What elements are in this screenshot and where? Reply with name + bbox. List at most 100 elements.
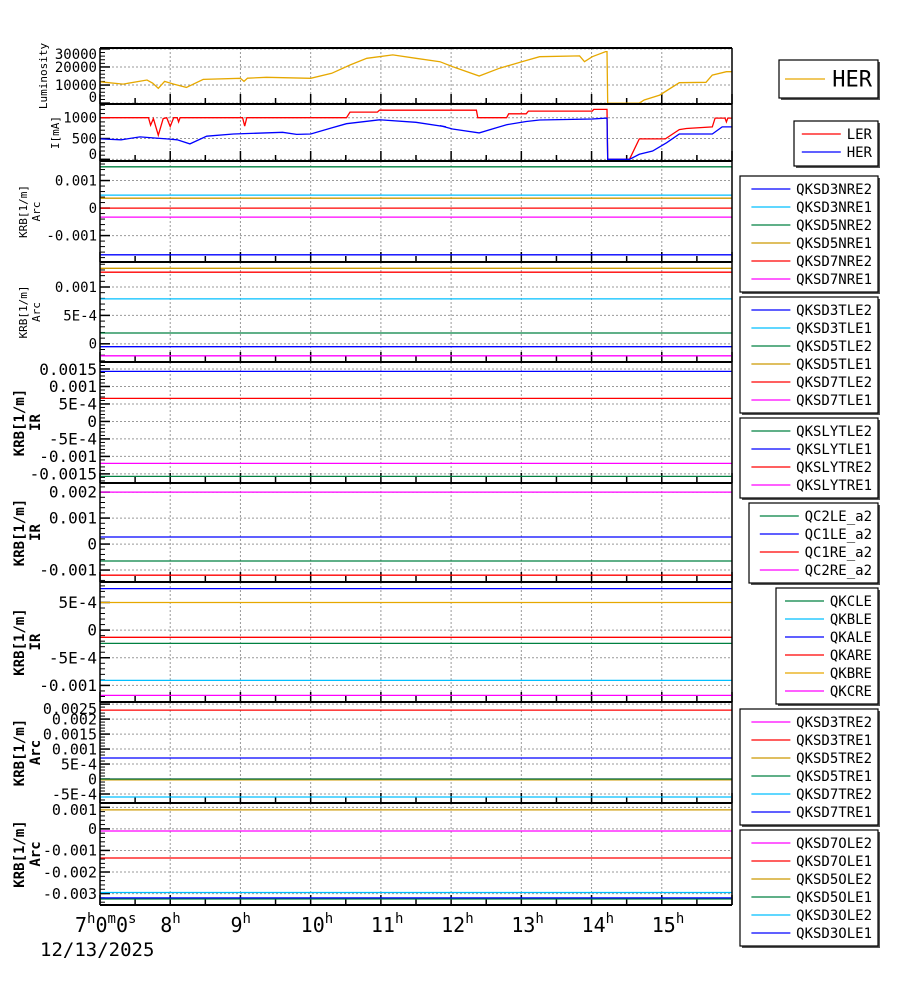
legend-box — [775, 587, 879, 705]
legend-label: QKCLE — [830, 594, 872, 610]
x-tick-number: 0 — [95, 913, 107, 937]
legend-label: QC2LE_a2 — [805, 509, 872, 525]
y-tick-label: 0 — [87, 535, 97, 554]
x-tick-number: 7 — [75, 913, 87, 937]
x-tick-superscript: m — [108, 911, 116, 927]
y-tick-label: 0.002 — [52, 710, 97, 728]
legend-label: QKSLYTRE1 — [796, 478, 872, 494]
legend-label: QC1RE_a2 — [805, 545, 872, 561]
series-line-her — [99, 117, 732, 160]
legend-box — [739, 296, 879, 414]
panel-6: -0.001 0 0.001 0.002 KRB[1/m] IR — [12, 482, 733, 583]
x-tick-number: 9 — [230, 913, 242, 937]
legend-label: QKSD3OLE1 — [796, 926, 872, 942]
x-tick-label: 9h — [230, 911, 250, 937]
y-tick-label: -5E-4 — [49, 648, 97, 667]
series-line-her — [99, 50, 732, 104]
y-tick-label: 0 — [88, 820, 97, 838]
y-tick-label: -5E-4 — [49, 430, 97, 449]
y-tick-label: 5E-4 — [58, 593, 97, 612]
legend-label: QKSD7TLE2 — [796, 375, 872, 391]
legend-label: LER — [847, 127, 873, 143]
legend-box — [793, 120, 879, 167]
x-tick-number: 15 — [652, 913, 676, 937]
x-tick-number: 0 — [116, 913, 128, 937]
legend-6: QC2LE_a2 QC1LE_a2 QC1RE_a2 QC2RE_a2 — [748, 502, 880, 585]
panel-3: -0.001 0 0.001 KRB[1/m] Arc — [17, 160, 733, 263]
legend-label: QKSD5OLE2 — [796, 872, 872, 888]
y-axis-label: Arc — [30, 202, 43, 222]
y-tick-label: 0 — [87, 412, 97, 431]
legend-label: QC1LE_a2 — [805, 527, 872, 543]
panel-9: -0.003 -0.002 -0.001 00.001 KRB[1/m] Arc — [12, 801, 733, 906]
legend-label: QKSD7OLE1 — [796, 854, 872, 870]
y-axis-label: KRB[1/m] — [12, 719, 28, 786]
panel-4: 0 5E-4 0.001 KRB[1/m] Arc — [17, 261, 733, 363]
y-tick-label: 0.0015 — [43, 725, 97, 743]
legend-label: QKSD7TRE1 — [796, 805, 872, 821]
legend-label: QKBLE — [830, 612, 872, 628]
legend-label: QKARE — [830, 648, 872, 664]
y-tick-label: 0.001 — [52, 740, 97, 758]
legend-label: QKSD5TLE1 — [796, 357, 872, 373]
legend-5: QKSLYTLE2 QKSLYTLE1 QKSLYTRE2 QKSLYTRE1 — [739, 417, 880, 500]
y-tick-label: 0 — [89, 337, 97, 353]
x-tick-superscript: h — [87, 911, 95, 927]
y-tick-label: 5E-4 — [58, 395, 97, 414]
legend-3: QKSD3NRE2 QKSD3NRE1 QKSD5NRE2 QKSD5NRE1 QKSD… — [739, 175, 880, 294]
x-tick-number: 10 — [301, 913, 325, 937]
x-tick-label: 8h — [160, 911, 180, 937]
y-tick-label: 0.0025 — [43, 700, 97, 718]
y-tick-label: 20000 — [55, 60, 97, 76]
legend-label: QKSD3TLE2 — [796, 303, 872, 319]
date-label: 12/13/2025 — [40, 939, 154, 961]
legend-label: QKSD7OLE2 — [796, 836, 872, 852]
y-tick-label: -0.001 — [39, 561, 97, 580]
y-tick-label: 0.001 — [55, 173, 97, 189]
y-tick-label: -0.002 — [43, 863, 97, 881]
y-tick-label: -0.001 — [43, 842, 97, 860]
legend-box — [739, 175, 879, 293]
y-axis-label: Luminosity — [37, 43, 50, 110]
x-tick-label: 7h0m0s — [75, 911, 136, 937]
y-axis-label: Arc — [28, 740, 44, 765]
y-axis-label: IR — [28, 414, 44, 431]
x-tick-label: 14h — [582, 911, 615, 937]
x-tick-superscript: h — [676, 911, 684, 927]
legend-1: HER — [778, 59, 880, 100]
x-tick-label: 15h — [652, 911, 685, 937]
y-tick-label: 0 — [88, 770, 97, 788]
legend-box — [739, 829, 879, 947]
y-axis-label: KRB[1/m] — [12, 608, 28, 675]
y-tick-label: 5E-4 — [63, 308, 97, 324]
y-axis-label: Arc — [28, 841, 44, 866]
legend-label: QKSD3NRE2 — [796, 182, 872, 198]
legend-label: QKSD5TRE2 — [796, 751, 872, 767]
legend-label: HER — [832, 68, 872, 93]
legend-4: QKSD3TLE2 QKSD3TLE1 QKSD5TLE2 QKSD5TLE1 QKSD… — [739, 296, 880, 415]
legend-label: QKSD7TRE2 — [796, 787, 872, 803]
legend-label: QKSLYTLE2 — [796, 424, 872, 440]
x-tick-superscript: h — [242, 911, 250, 927]
y-tick-label: 0.001 — [52, 801, 97, 819]
legend-label: QKSLYTRE2 — [796, 460, 872, 476]
x-tick-superscript: h — [172, 911, 180, 927]
x-tick-number: 12 — [441, 913, 465, 937]
legend-7: QKCLE QKBLE QKALE QKARE QKBRE QKCRE — [775, 587, 880, 706]
x-tick-label: 13h — [511, 911, 544, 937]
x-tick-label: 10h — [301, 911, 334, 937]
y-tick-label: -0.001 — [46, 228, 97, 244]
x-tick-number: 14 — [582, 913, 606, 937]
x-tick-label: 12h — [441, 911, 474, 937]
y-axis-label: IR — [28, 524, 44, 541]
x-tick-superscript: h — [395, 911, 403, 927]
y-tick-label: 0 — [89, 147, 97, 163]
y-tick-label: 0.001 — [55, 280, 97, 296]
y-axis-label: IR — [28, 633, 44, 650]
legend-label: QC2RE_a2 — [805, 563, 872, 579]
legend-label: QKSD7TLE1 — [796, 393, 872, 409]
x-tick-number: 8 — [160, 913, 172, 937]
y-tick-label: 0.0015 — [39, 360, 97, 379]
y-tick-label: -5E-4 — [52, 785, 97, 803]
